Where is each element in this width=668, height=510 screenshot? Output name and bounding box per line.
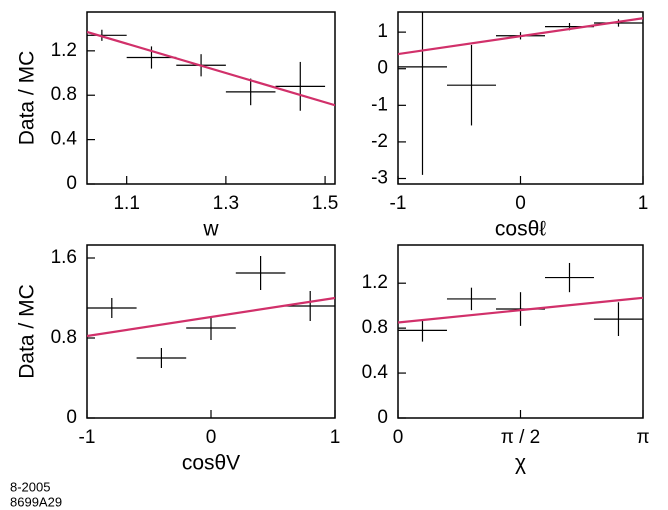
y-tick-label: 1.2: [51, 40, 77, 61]
x-tick-label: π: [636, 427, 649, 448]
y-tick-label: -1: [371, 94, 388, 115]
x-tick-label: π / 2: [501, 427, 541, 448]
y-tick-label: 0.8: [51, 84, 77, 105]
x-tick-label: 1.5: [312, 193, 338, 214]
y-tick-label: 0: [66, 173, 77, 194]
date-note: 8-2005: [10, 479, 50, 494]
y-tick-label: 1.6: [51, 247, 77, 268]
x-tick-label: 0: [515, 193, 526, 214]
x-tick-label: 0: [393, 427, 404, 448]
x-tick-label: 1: [330, 427, 341, 448]
plot-frame: [397, 244, 644, 419]
fit-line: [398, 296, 643, 324]
y-tick-label: 0: [66, 407, 77, 428]
panel: -1 0 1 -3 -2 -1 0 1 cosθℓ: [371, 11, 649, 241]
x-axis-label: cosθℓ: [495, 218, 546, 241]
fit-line: [87, 30, 335, 107]
y-tick-label: -3: [371, 168, 388, 189]
plot-frame: [86, 11, 336, 185]
fit-line: [398, 17, 643, 56]
x-tick-label: 0: [206, 427, 217, 448]
x-tick-label: 1.3: [213, 193, 239, 214]
x-tick-label: 1.1: [113, 193, 139, 214]
y-tick-label: 0.4: [51, 129, 78, 150]
y-axis-label: Data / MC: [16, 284, 39, 379]
x-tick-label: 1: [638, 193, 649, 214]
y-tick-label: 0: [377, 58, 388, 79]
y-axis-label: Data / MC: [16, 51, 39, 146]
panel: 0 π / 2 π 0 0.4 0.8 1.2 χ: [362, 244, 650, 475]
y-tick-label: -2: [371, 131, 388, 152]
panel: 1.1 1.3 1.5 0 0.4 0.8 1.2 w Data / MC: [16, 11, 338, 241]
y-tick-label: 0.8: [51, 327, 77, 348]
x-axis-label: cosθV: [182, 452, 240, 475]
x-axis-label: w: [202, 218, 219, 241]
y-tick-label: 0.8: [362, 317, 388, 338]
y-tick-label: 1.2: [362, 272, 388, 293]
y-tick-label: 1: [377, 21, 388, 42]
x-tick-label: -1: [79, 427, 96, 448]
id-note: 8699A29: [10, 494, 62, 509]
x-axis-label: χ: [515, 452, 526, 475]
y-tick-label: 0.4: [362, 362, 389, 383]
x-tick-label: -1: [390, 193, 407, 214]
fit-line: [87, 296, 335, 338]
y-tick-label: 0: [377, 407, 388, 428]
